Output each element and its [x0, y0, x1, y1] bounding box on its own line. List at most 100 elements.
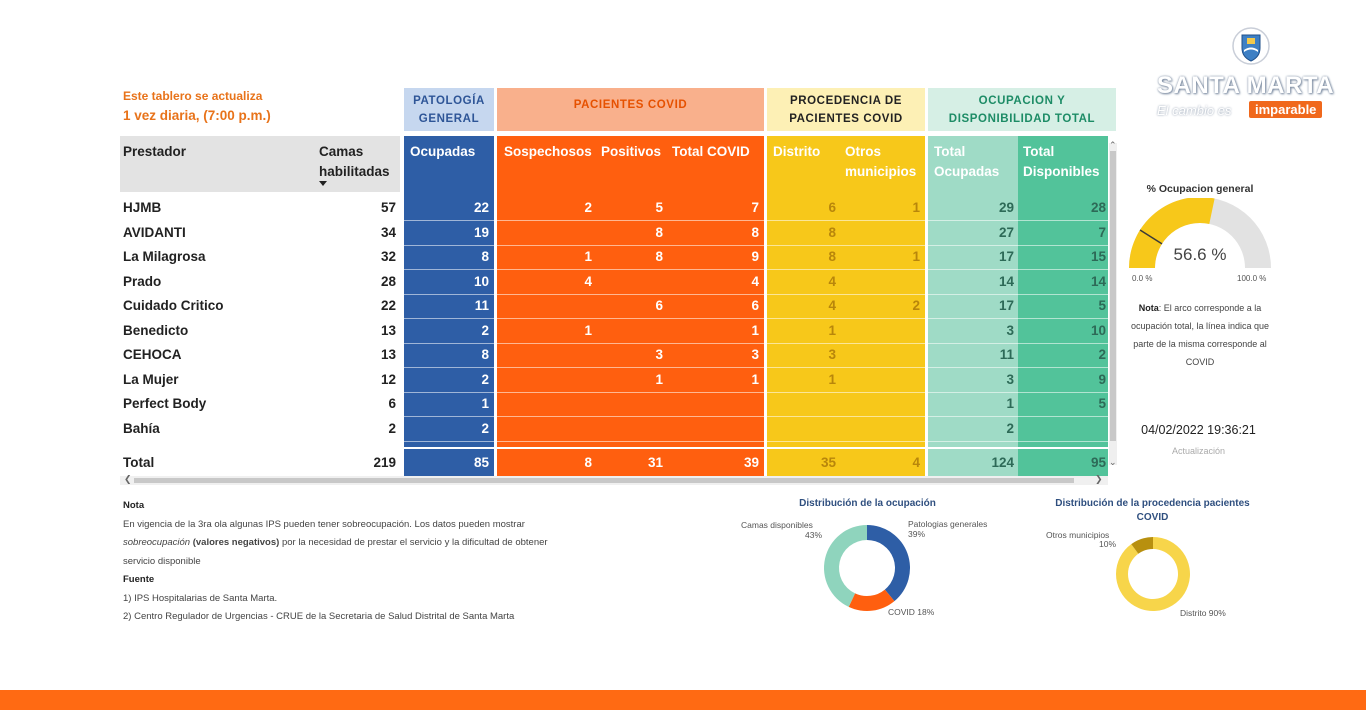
- column-header-total-covid[interactable]: Total COVID: [672, 144, 750, 159]
- scroll-left-icon[interactable]: ❮: [124, 474, 132, 484]
- occupancy-gauge[interactable]: [1125, 198, 1275, 276]
- total-row-distrito: 35: [820, 455, 836, 470]
- table-row-9-distrito: [767, 419, 836, 439]
- donut-chart-ocupacion[interactable]: [817, 518, 917, 618]
- vertical-scrollbar[interactable]: [1109, 143, 1117, 465]
- table-row-7-total-disponibles: 9: [1098, 371, 1106, 387]
- column-header-ocupadas[interactable]: Ocupadas: [410, 144, 476, 159]
- table-row-0-total-covid: 7: [751, 200, 759, 215]
- table-row-0-otros: 1: [912, 200, 920, 215]
- gauge-note: Nota: El arco corresponde a la ocupación…: [1130, 299, 1270, 371]
- row-divider: [120, 416, 1110, 417]
- update-timestamp: 04/02/2022 19:36:21: [1141, 423, 1256, 437]
- gauge-title: % Ocupacion general: [1146, 183, 1254, 195]
- column-header-camas[interactable]: Camas habilitadas: [319, 144, 390, 179]
- table-row-5-camas: 13: [380, 322, 396, 338]
- row-divider: [120, 269, 1110, 270]
- table-row-4-total-covid: 6: [751, 298, 759, 313]
- column-header-sospechosos[interactable]: Sospechosos: [504, 144, 592, 159]
- table-row-1-camas: 34: [380, 224, 396, 240]
- prestador-header-bg: [120, 136, 400, 192]
- table-row-1-prestador: AVIDANTI: [123, 224, 186, 240]
- horizontal-scroll-thumb[interactable]: [134, 478, 1074, 483]
- donut-slice-camas-disponibles[interactable]: [824, 525, 867, 607]
- label-otros-municipios-pct: 10%: [1099, 539, 1117, 549]
- total-row-total-covid: 39: [743, 455, 759, 470]
- scroll-right-icon[interactable]: ❯: [1095, 474, 1103, 484]
- scroll-up-icon[interactable]: ⌃: [1109, 140, 1117, 150]
- table-row-8-ocupadas: 1: [481, 396, 489, 411]
- table-row-6-camas: 13: [380, 347, 396, 362]
- vertical-scroll-thumb[interactable]: [1110, 151, 1116, 441]
- table-row-6-positivos: 3: [655, 347, 663, 362]
- horizontal-scrollbar[interactable]: [120, 476, 1108, 485]
- table-row-1-total-ocupadas: 27: [998, 224, 1014, 240]
- chart-title-procedencia: Distribución de la procedencia pacientes…: [1055, 498, 1250, 523]
- donut-slice-otros-municipios[interactable]: [1131, 537, 1153, 554]
- column-header-total-ocupadas[interactable]: Total Ocupadas: [934, 144, 1000, 179]
- scroll-down-icon[interactable]: ⌄: [1109, 457, 1117, 467]
- table-row-2-prestador: La Milagrosa: [123, 249, 206, 264]
- table-row-8-otros: [840, 394, 920, 414]
- source-title: Fuente: [123, 574, 155, 585]
- table-row-4-total-ocupadas: 17: [998, 298, 1014, 313]
- table-row-9-total-covid: [666, 419, 759, 439]
- table-row-2-sospechosos: 1: [584, 249, 592, 264]
- donut-slice-covid[interactable]: [848, 589, 895, 611]
- column-header-positivos[interactable]: Positivos: [601, 144, 662, 159]
- brand-badge: imparable: [1249, 101, 1323, 118]
- table-row-5-otros: [840, 321, 920, 341]
- column-bg-distrito: [767, 136, 840, 476]
- group-header-patologia: PATOLOGÍA GENERAL: [404, 88, 494, 131]
- row-divider: [120, 391, 1110, 393]
- notes-line2-italic: sobreocupación: [123, 537, 191, 548]
- total-row-sospechosos: 8: [584, 455, 592, 470]
- label-patologias-pct: 39%: [908, 529, 926, 539]
- table-row-7-ocupadas: 2: [481, 371, 489, 387]
- table-row-2-distrito: 8: [828, 249, 836, 264]
- column-header-total-disponibles[interactable]: Total Disponibles: [1023, 144, 1100, 179]
- donut-slice-distrito[interactable]: [1116, 537, 1190, 611]
- label-patologias: Patologias generales: [908, 519, 988, 529]
- label-camas-disponibles: Camas disponibles: [741, 520, 813, 530]
- donut-slice-patologias-generales[interactable]: [867, 525, 910, 602]
- group-header-covid: PACIENTES COVID: [497, 88, 764, 131]
- table-row-3-total-covid: 4: [751, 273, 759, 289]
- table-row-1-total-disponibles: 7: [1098, 224, 1106, 240]
- total-row-positivos: 31: [647, 455, 663, 470]
- table-row-4-distrito: 4: [828, 298, 836, 313]
- group-header-procedencia: PROCEDENCIA DE PACIENTES COVID: [767, 88, 925, 131]
- table-row-6-sospechosos: [500, 345, 592, 365]
- total-row-ocupadas: 85: [473, 455, 489, 470]
- table-row-3-prestador: Prado: [123, 273, 162, 289]
- label-camas-disponibles-pct: 43%: [805, 530, 823, 540]
- update-timestamp-label: Actualización: [1171, 446, 1226, 456]
- row-divider: [120, 342, 1110, 344]
- table-row-9-camas: 2: [388, 420, 396, 436]
- table-row-2-total-covid: 9: [751, 249, 759, 264]
- column-header-distrito[interactable]: Distrito: [773, 144, 821, 159]
- table-row-4-sospechosos: [500, 296, 592, 316]
- table-row-6-total-ocupadas: 11: [999, 347, 1014, 362]
- gauge-fill: [1129, 198, 1215, 269]
- table-row-4-total-disponibles: 5: [1098, 298, 1106, 313]
- table-row-4-camas: 22: [380, 298, 396, 313]
- santa-marta-shield-icon: [1232, 27, 1270, 65]
- label-covid: COVID 18%: [888, 607, 935, 617]
- bottom-orange-bar: [0, 690, 1366, 710]
- total-row-total-ocupadas: 124: [991, 455, 1014, 470]
- label-distrito: Distrito 90%: [1180, 608, 1226, 618]
- table-row-0-total-disponibles: 28: [1090, 200, 1106, 215]
- column-bg-covid: [497, 136, 764, 476]
- column-bg-total-ocupadas: [928, 136, 1018, 476]
- row-divider: [120, 293, 1110, 295]
- column-header-otros[interactable]: Otros municipios: [845, 144, 917, 179]
- column-header-prestador[interactable]: Prestador: [123, 144, 187, 159]
- table-row-7-total-covid: 1: [751, 371, 759, 387]
- brand-name: SANTA MARTA: [1157, 72, 1335, 99]
- column-bg-total-disponibles: [1018, 136, 1108, 476]
- table-row-7-distrito: 1: [828, 371, 836, 387]
- sort-descending-icon[interactable]: [319, 181, 327, 186]
- donut-chart-procedencia[interactable]: [1112, 533, 1194, 615]
- total-divider: [120, 447, 1110, 449]
